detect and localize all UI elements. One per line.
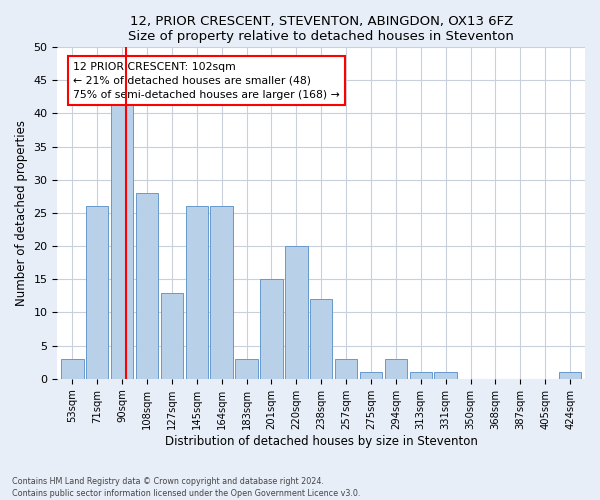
Bar <box>185 206 208 379</box>
Bar <box>161 292 183 379</box>
Bar <box>310 299 332 379</box>
Bar <box>335 359 357 379</box>
Bar <box>111 100 133 379</box>
Bar <box>260 280 283 379</box>
Title: 12, PRIOR CRESCENT, STEVENTON, ABINGDON, OX13 6FZ
Size of property relative to d: 12, PRIOR CRESCENT, STEVENTON, ABINGDON,… <box>128 15 514 43</box>
Bar <box>360 372 382 379</box>
X-axis label: Distribution of detached houses by size in Steventon: Distribution of detached houses by size … <box>165 434 478 448</box>
Bar <box>410 372 432 379</box>
Bar <box>559 372 581 379</box>
Bar <box>61 359 83 379</box>
Text: 12 PRIOR CRESCENT: 102sqm
← 21% of detached houses are smaller (48)
75% of semi-: 12 PRIOR CRESCENT: 102sqm ← 21% of detac… <box>73 62 340 100</box>
Text: Contains HM Land Registry data © Crown copyright and database right 2024.
Contai: Contains HM Land Registry data © Crown c… <box>12 476 361 498</box>
Bar <box>434 372 457 379</box>
Bar <box>235 359 258 379</box>
Bar <box>86 206 109 379</box>
Bar <box>136 193 158 379</box>
Bar <box>285 246 308 379</box>
Bar <box>211 206 233 379</box>
Y-axis label: Number of detached properties: Number of detached properties <box>15 120 28 306</box>
Bar <box>385 359 407 379</box>
